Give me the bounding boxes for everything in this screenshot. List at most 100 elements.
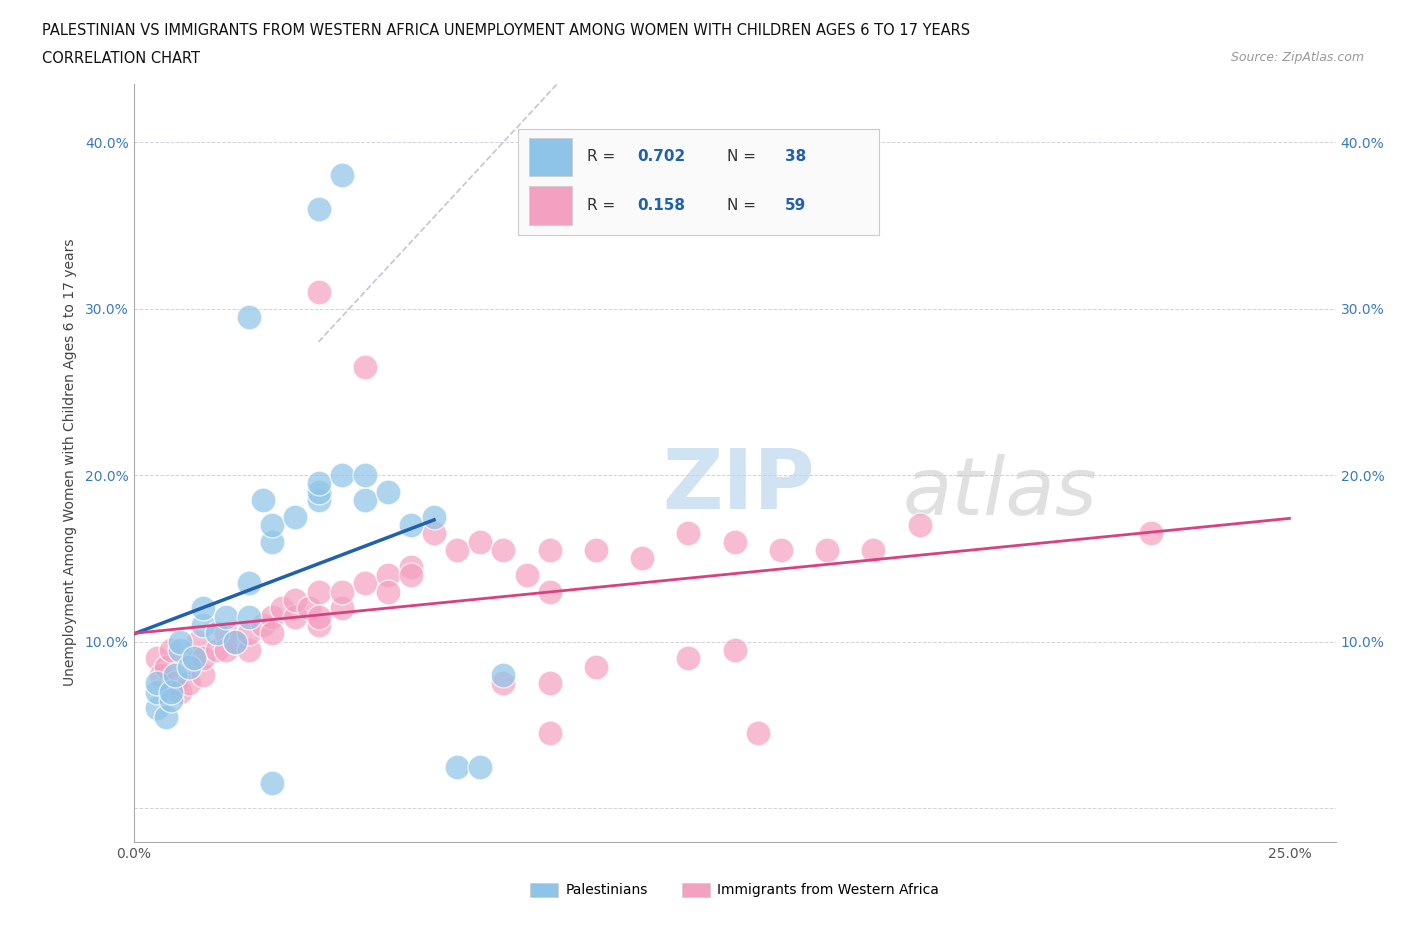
Point — [470, 535, 492, 550]
Point — [631, 551, 654, 565]
Text: 38: 38 — [785, 150, 807, 165]
Point — [191, 618, 214, 632]
Text: N =: N = — [727, 150, 761, 165]
Point — [238, 643, 260, 658]
Point — [470, 759, 492, 774]
Text: 59: 59 — [785, 198, 807, 213]
Point — [150, 668, 173, 683]
Point — [262, 776, 284, 790]
Point — [165, 668, 187, 683]
Point — [191, 651, 214, 666]
Point — [238, 310, 260, 325]
Point — [177, 659, 200, 674]
Point — [308, 285, 330, 299]
Point — [308, 493, 330, 508]
Point — [538, 726, 561, 741]
Point — [262, 626, 284, 641]
Text: Source: ZipAtlas.com: Source: ZipAtlas.com — [1230, 51, 1364, 64]
Point — [353, 468, 375, 483]
Point — [330, 584, 353, 599]
Point — [215, 609, 238, 624]
Point — [678, 651, 700, 666]
Point — [155, 710, 177, 724]
Point — [492, 676, 515, 691]
Point — [308, 584, 330, 599]
Point — [159, 693, 181, 708]
Point — [908, 518, 931, 533]
Point — [224, 634, 246, 649]
Point — [183, 651, 205, 666]
Point — [205, 626, 228, 641]
Y-axis label: Unemployment Among Women with Children Ages 6 to 17 years: Unemployment Among Women with Children A… — [62, 239, 76, 686]
Point — [284, 609, 307, 624]
Point — [585, 659, 607, 674]
Point — [252, 493, 274, 508]
Point — [399, 518, 422, 533]
Point — [492, 668, 515, 683]
Point — [862, 543, 884, 558]
Point — [538, 543, 561, 558]
Point — [187, 634, 209, 649]
Point — [238, 609, 260, 624]
Point — [159, 684, 181, 699]
Point — [262, 609, 284, 624]
Point — [330, 168, 353, 183]
Point — [723, 535, 745, 550]
Point — [1139, 526, 1161, 541]
Point — [308, 476, 330, 491]
Point — [183, 651, 205, 666]
Text: PALESTINIAN VS IMMIGRANTS FROM WESTERN AFRICA UNEMPLOYMENT AMONG WOMEN WITH CHIL: PALESTINIAN VS IMMIGRANTS FROM WESTERN A… — [42, 23, 970, 38]
Text: N =: N = — [727, 198, 761, 213]
Point — [516, 567, 538, 582]
Point — [169, 643, 191, 658]
Bar — [529, 138, 572, 176]
Point — [308, 485, 330, 499]
Point — [191, 601, 214, 616]
Point — [298, 601, 321, 616]
Point — [723, 643, 745, 658]
Point — [145, 684, 167, 699]
Legend: Palestinians, Immigrants from Western Africa: Palestinians, Immigrants from Western Af… — [524, 877, 945, 903]
Point — [353, 493, 375, 508]
Point — [538, 584, 561, 599]
Point — [538, 676, 561, 691]
Point — [205, 643, 228, 658]
Point — [238, 626, 260, 641]
Point — [224, 634, 246, 649]
Text: ZIP: ZIP — [662, 445, 815, 525]
Text: 0.158: 0.158 — [637, 198, 685, 213]
Point — [585, 543, 607, 558]
Point — [284, 510, 307, 525]
Point — [238, 576, 260, 591]
Text: CORRELATION CHART: CORRELATION CHART — [42, 51, 200, 66]
Bar — [529, 187, 572, 225]
Point — [423, 510, 446, 525]
Point — [169, 634, 191, 649]
Point — [377, 485, 399, 499]
Point — [446, 543, 468, 558]
Point — [169, 684, 191, 699]
Text: R =: R = — [586, 198, 620, 213]
Text: R =: R = — [586, 150, 620, 165]
Point — [399, 567, 422, 582]
Point — [815, 543, 838, 558]
Point — [215, 643, 238, 658]
Point — [399, 559, 422, 574]
Text: atlas: atlas — [903, 454, 1098, 532]
Point — [446, 759, 468, 774]
Point — [159, 643, 181, 658]
Text: 0.702: 0.702 — [637, 150, 686, 165]
Point — [769, 543, 792, 558]
Point — [377, 584, 399, 599]
Point — [191, 668, 214, 683]
Point — [262, 535, 284, 550]
Point — [177, 676, 200, 691]
Point — [215, 626, 238, 641]
Point — [492, 543, 515, 558]
Point — [678, 526, 700, 541]
Point — [353, 360, 375, 375]
Point — [330, 601, 353, 616]
Point — [284, 592, 307, 607]
Point — [145, 701, 167, 716]
Point — [308, 609, 330, 624]
